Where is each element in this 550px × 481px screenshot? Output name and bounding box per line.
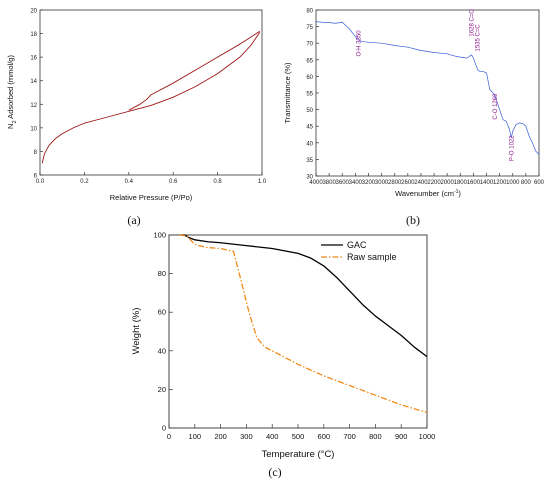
- y-tick-label: 30: [306, 175, 313, 181]
- x-tick-label: 800: [521, 180, 532, 186]
- x-tick-label: 3200: [362, 180, 376, 186]
- series-line-raw-sample: [179, 234, 428, 414]
- y-tick-label: 12: [30, 103, 37, 109]
- chart-c-y-label: Weight (%): [131, 308, 142, 355]
- chart-a: Relative Pressure (P/Po) N2 Adsorbed (mm…: [6, 9, 267, 228]
- y-tick-label: 16: [30, 56, 37, 62]
- chart-c-legend: GAC Raw sample: [321, 240, 397, 262]
- x-tick-label: 2200: [427, 180, 441, 186]
- x-tick-label: 600: [318, 432, 331, 441]
- x-tick-label: 1000: [506, 180, 520, 186]
- x-tick-label: 900: [395, 432, 408, 441]
- ftir-annotation: 1628 C=O: [470, 9, 476, 37]
- x-tick-label: 1600: [467, 180, 481, 186]
- series-line-gac: [179, 234, 428, 358]
- y-tick-label: 45: [306, 125, 313, 131]
- x-tick-label: 2800: [388, 180, 402, 186]
- y-tick-label: 40: [158, 346, 166, 355]
- y-tick-label: 65: [306, 58, 313, 64]
- chart-a-x-label: Relative Pressure (P/Po): [110, 193, 193, 202]
- y-tick-label: 80: [158, 269, 166, 278]
- x-tick-label: 600: [534, 180, 545, 186]
- chart-b-y-label: Transmittance (%): [283, 62, 292, 123]
- chart-c: Temperature (°C) Weight (%) (c) GAC Raw …: [131, 231, 435, 480]
- x-tick-label: 0.0: [36, 179, 45, 185]
- x-tick-label: 200: [214, 432, 227, 441]
- x-tick-label: 2000: [440, 180, 454, 186]
- chart-b: Wavenumber (cm-1) Transmittance (%) (b) …: [283, 9, 545, 228]
- x-tick-label: 300: [240, 432, 253, 441]
- y-tick-label: 40: [306, 141, 313, 147]
- series-line-adsorption: [41, 32, 261, 164]
- y-tick-label: 8: [34, 150, 38, 156]
- y-tick-label: 18: [30, 32, 37, 38]
- ftir-annotation: C-O 1269: [493, 93, 499, 120]
- ftir-annotation: 1535 C=C: [476, 24, 482, 52]
- x-tick-label: 0.8: [213, 179, 222, 185]
- x-tick-label: 2400: [414, 180, 428, 186]
- chart-b-panel-label: (b): [406, 213, 420, 227]
- y-tick-label: 75: [306, 25, 313, 31]
- legend-label-gac: GAC: [347, 240, 367, 250]
- x-tick-label: 400: [266, 432, 279, 441]
- y-tick-label: 20: [30, 9, 37, 15]
- x-tick-label: 1400: [480, 180, 494, 186]
- chart-c-frame: [168, 234, 428, 429]
- chart-c-x-label: Temperature (°C): [262, 449, 335, 460]
- x-tick-label: 0.4: [125, 179, 134, 185]
- y-tick-label: 50: [306, 108, 313, 114]
- ftir-annotation: P-O 1022: [509, 135, 515, 161]
- x-tick-label: 2600: [401, 180, 415, 186]
- x-tick-label: 1000: [419, 432, 436, 441]
- y-tick-label: 14: [30, 79, 37, 85]
- x-tick-label: 100: [189, 432, 202, 441]
- x-tick-label: 3400: [349, 180, 363, 186]
- chart-b-frame: [315, 9, 540, 177]
- y-tick-label: 20: [158, 385, 166, 394]
- x-tick-label: 3800: [322, 180, 336, 186]
- x-tick-label: 0.6: [169, 179, 178, 185]
- chart-c-panel-label: (c): [268, 465, 281, 479]
- chart-a-panel-label: (a): [127, 213, 140, 227]
- x-tick-label: 700: [343, 432, 356, 441]
- x-tick-label: 1800: [454, 180, 468, 186]
- x-tick-label: 1200: [493, 180, 507, 186]
- y-tick-label: 60: [306, 75, 313, 81]
- y-tick-label: 10: [30, 126, 37, 132]
- y-tick-label: 80: [306, 9, 313, 15]
- x-tick-label: 800: [369, 432, 382, 441]
- x-tick-label: 3000: [375, 180, 389, 186]
- x-tick-label: 4000: [309, 180, 323, 186]
- y-tick-label: 0: [162, 424, 166, 433]
- chart-a-y-label: N2 Adsorbed (mmol/g): [6, 55, 18, 129]
- y-tick-label: 55: [306, 92, 313, 98]
- chart-a-frame: [39, 9, 263, 176]
- y-tick-label: 100: [153, 231, 166, 240]
- x-tick-label: 0.2: [80, 179, 89, 185]
- y-tick-label: 70: [306, 42, 313, 48]
- ftir-annotation: O-H 3350: [357, 30, 363, 57]
- legend-label-raw-sample: Raw sample: [347, 252, 397, 262]
- x-tick-label: 500: [292, 432, 305, 441]
- chart-b-x-label: Wavenumber (cm-1): [395, 189, 461, 198]
- y-tick-label: 6: [34, 174, 38, 180]
- series-line-ftir-spectrum: [315, 21, 540, 155]
- x-tick-label: 3600: [336, 180, 350, 186]
- y-tick-label: 60: [158, 308, 166, 317]
- x-tick-label: 1.0: [258, 179, 267, 185]
- y-tick-label: 35: [306, 158, 313, 164]
- series-line-desorption: [128, 30, 261, 111]
- x-tick-label: 0: [167, 432, 171, 441]
